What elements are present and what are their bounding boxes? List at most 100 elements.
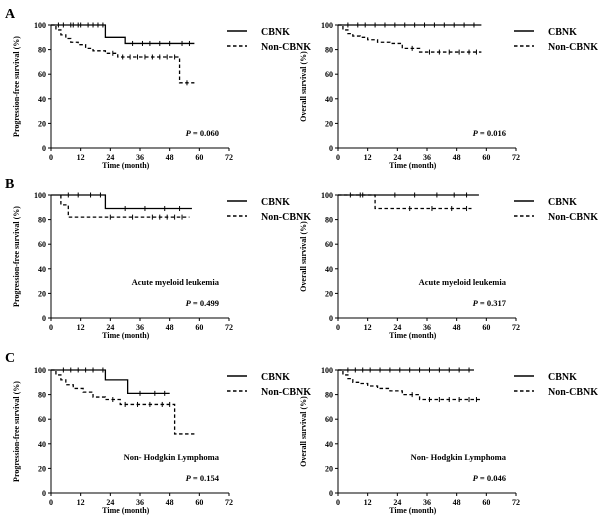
- p-symbol: P: [186, 473, 192, 483]
- x-tick-label: 0: [336, 498, 340, 507]
- legend-label-cbnk: CBNK: [261, 372, 290, 383]
- y-tick-label: 100: [321, 21, 333, 30]
- series-line-non-cbnk: [338, 369, 482, 401]
- p-symbol: P: [473, 128, 479, 138]
- y-tick-label: 40: [38, 95, 46, 104]
- x-axis-title: Time (month): [102, 506, 150, 515]
- x-tick-label: 36: [136, 498, 144, 507]
- x-tick-label: 60: [482, 153, 490, 162]
- x-tick-label: 12: [77, 498, 85, 507]
- y-axis-title: Overall survival (%): [299, 396, 308, 467]
- y-tick-label: 40: [325, 95, 333, 104]
- y-tick-label: 20: [325, 119, 333, 128]
- x-tick-label: 0: [336, 153, 340, 162]
- y-tick-label: 80: [325, 46, 333, 55]
- y-tick-label: 40: [325, 265, 333, 274]
- legend-label-cbnk: CBNK: [261, 27, 290, 38]
- y-tick-label: 0: [42, 314, 46, 323]
- y-tick-label: 60: [325, 70, 333, 79]
- x-tick-label: 12: [364, 323, 372, 332]
- p-value-label: P = 0.154: [186, 473, 220, 483]
- x-axis-title: Time (month): [389, 331, 437, 340]
- x-tick-label: 0: [49, 153, 53, 162]
- disease-annotation: Non- Hodgkin Lymphoma: [411, 452, 507, 462]
- y-tick-label: 20: [38, 289, 46, 298]
- y-axis-title: Progression-free survival (%): [12, 381, 21, 482]
- legend-label-non-cbnk: Non-CBNK: [261, 387, 311, 398]
- x-tick-label: 0: [49, 323, 53, 332]
- x-tick-label: 36: [423, 498, 431, 507]
- y-tick-label: 20: [38, 464, 46, 473]
- p-value-label: P = 0.317: [473, 298, 507, 308]
- y-tick-label: 60: [38, 415, 46, 424]
- x-tick-label: 72: [225, 498, 233, 507]
- x-tick-label: 60: [195, 498, 203, 507]
- p-value-label: P = 0.060: [186, 128, 219, 138]
- x-tick-label: 72: [225, 323, 233, 332]
- legend-label-non-cbnk: Non-CBNK: [548, 212, 598, 223]
- y-tick-label: 0: [42, 489, 46, 498]
- legend-label-non-cbnk: Non-CBNK: [261, 42, 311, 53]
- legend-label-cbnk: CBNK: [548, 197, 577, 208]
- legend-label-non-cbnk: Non-CBNK: [548, 42, 598, 53]
- x-tick-label: 12: [77, 153, 85, 162]
- km-plot-a-right: 0 20 40 60 80 100 0 12 24 36 48 60 72 Time (month) Ove…: [299, 21, 598, 170]
- p-symbol: P: [186, 298, 192, 308]
- series-line-cbnk: [51, 369, 170, 395]
- x-tick-label: 24: [106, 498, 114, 507]
- km-plot-c-right: 0 20 40 60 80 100 0 12 24 36 48 60 72 Time (month) Ove…: [299, 366, 598, 515]
- x-tick-label: 12: [364, 498, 372, 507]
- y-axis-title: Overall survival (%): [299, 221, 308, 292]
- panel-letter-a: A: [5, 7, 16, 22]
- y-tick-label: 0: [329, 489, 333, 498]
- y-tick-label: 20: [38, 119, 46, 128]
- x-tick-label: 72: [512, 323, 520, 332]
- km-plot-b-left: 0 20 40 60 80 100 0 12 24 36 48 60 72 Time (month) Pro…: [12, 191, 311, 340]
- panel-letter-b: B: [5, 177, 14, 192]
- p-value: = 0.060: [191, 128, 219, 138]
- y-axis-title: Overall survival (%): [299, 51, 308, 122]
- x-tick-label: 36: [136, 323, 144, 332]
- x-tick-label: 36: [423, 153, 431, 162]
- p-symbol: P: [186, 128, 192, 138]
- x-tick-label: 72: [512, 153, 520, 162]
- y-tick-label: 60: [38, 240, 46, 249]
- p-value: = 0.154: [191, 473, 220, 483]
- y-tick-label: 80: [325, 391, 333, 400]
- legend-label-non-cbnk: Non-CBNK: [548, 387, 598, 398]
- p-value: = 0.016: [478, 128, 506, 138]
- y-tick-label: 80: [38, 216, 46, 225]
- x-tick-label: 12: [77, 323, 85, 332]
- p-value: = 0.499: [191, 298, 219, 308]
- series-line-non-cbnk: [51, 24, 195, 84]
- y-tick-label: 0: [329, 144, 333, 153]
- y-tick-label: 20: [325, 464, 333, 473]
- legend-label-non-cbnk: Non-CBNK: [261, 212, 311, 223]
- x-tick-label: 60: [195, 153, 203, 162]
- p-value-label: P = 0.046: [473, 473, 506, 483]
- p-symbol: P: [473, 473, 479, 483]
- series-line-non-cbnk: [60, 195, 190, 218]
- x-tick-label: 48: [453, 323, 461, 332]
- x-tick-label: 48: [453, 498, 461, 507]
- x-tick-label: 60: [482, 498, 490, 507]
- x-tick-label: 24: [393, 153, 401, 162]
- x-tick-label: 24: [393, 498, 401, 507]
- legend-label-cbnk: CBNK: [261, 197, 290, 208]
- y-tick-label: 100: [321, 366, 333, 375]
- x-tick-label: 48: [166, 153, 174, 162]
- x-tick-label: 36: [136, 153, 144, 162]
- series-line-cbnk: [51, 194, 192, 210]
- y-tick-label: 40: [38, 265, 46, 274]
- series-line-non-cbnk: [51, 369, 195, 435]
- series-line-non-cbnk: [338, 194, 472, 210]
- series-line-cbnk: [51, 24, 195, 45]
- y-tick-label: 40: [325, 440, 333, 449]
- disease-annotation: Acute myeloid leukemia: [132, 277, 220, 287]
- y-tick-label: 100: [321, 191, 333, 200]
- x-axis-title: Time (month): [389, 506, 437, 515]
- y-tick-label: 80: [325, 216, 333, 225]
- x-tick-label: 72: [225, 153, 233, 162]
- series-line-non-cbnk: [338, 24, 482, 53]
- x-tick-label: 48: [166, 323, 174, 332]
